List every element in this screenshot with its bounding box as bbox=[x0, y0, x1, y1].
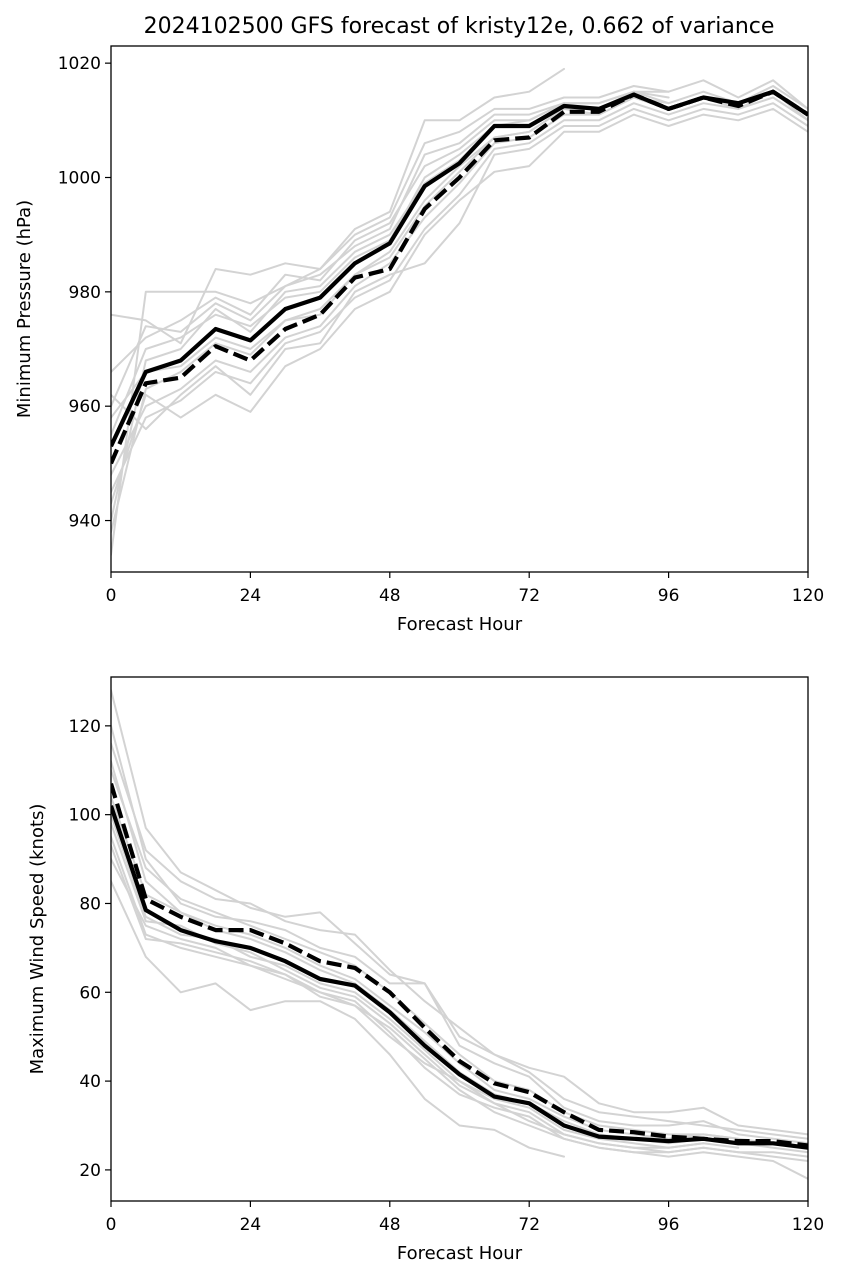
pressure-x-axis-label: Forecast Hour bbox=[397, 614, 523, 635]
pressure-member-line bbox=[111, 67, 565, 556]
wind-x-tick-label: 0 bbox=[106, 1215, 117, 1235]
wind-member-line bbox=[111, 724, 808, 1145]
pressure-x-tick-label: 72 bbox=[518, 586, 540, 606]
wind-member-line bbox=[111, 822, 740, 1149]
wind-member-line bbox=[111, 858, 808, 1158]
chart-title: 2024102500 GFS forecast of kristy12e, 0.… bbox=[144, 14, 775, 39]
pressure-member-line bbox=[111, 102, 565, 408]
wind-member-line bbox=[111, 813, 705, 1149]
wind-y-tick-label: 60 bbox=[79, 983, 101, 1003]
wind-y-tick-label: 100 bbox=[69, 806, 101, 826]
wind-member-line bbox=[111, 844, 808, 1162]
wind-dashed-mean-line bbox=[111, 782, 808, 1148]
pressure-member-line bbox=[111, 85, 808, 373]
wind-y-tick-label: 20 bbox=[79, 1161, 101, 1181]
wind-member-line bbox=[111, 880, 565, 1158]
pressure-y-tick-label: 980 bbox=[69, 283, 101, 303]
wind-x-axis-label: Forecast Hour bbox=[397, 1243, 523, 1264]
wind-member-line bbox=[111, 742, 808, 1140]
wind-x-tick-label: 24 bbox=[240, 1215, 262, 1235]
pressure-y-tick-label: 1020 bbox=[58, 54, 101, 74]
pressure-member-line bbox=[111, 96, 808, 493]
pressure-dashed-mean-line bbox=[111, 89, 808, 465]
wind-member-line bbox=[111, 795, 808, 1154]
pressure-panel: 0 24 48 72 96 120 940 960 980 1000 1020 Forecast Ho… bbox=[14, 45, 824, 635]
wind-member-line bbox=[111, 689, 808, 1136]
wind-x-tick-label: 96 bbox=[658, 1215, 680, 1235]
pressure-x-tick-label: 96 bbox=[658, 586, 680, 606]
wind-plot-frame bbox=[110, 676, 809, 1202]
pressure-member-line bbox=[111, 79, 808, 345]
wind-x-tick-label: 72 bbox=[518, 1215, 540, 1235]
pressure-x-tick-label: 0 bbox=[106, 586, 117, 606]
wind-y-axis-label: Maximum Wind Speed (knots) bbox=[27, 804, 48, 1075]
wind-solid-mean-line bbox=[111, 805, 808, 1150]
pressure-y-tick-label: 940 bbox=[69, 512, 101, 532]
pressure-series-group bbox=[111, 67, 808, 556]
pressure-x-tick-label: 48 bbox=[379, 586, 401, 606]
pressure-plot-frame bbox=[110, 45, 809, 573]
wind-y-tick-label: 80 bbox=[79, 894, 101, 914]
wind-member-line bbox=[111, 769, 740, 1140]
wind-series-group bbox=[111, 689, 808, 1180]
pressure-x-tick-label: 120 bbox=[792, 586, 824, 606]
wind-member-line bbox=[111, 835, 808, 1180]
pressure-y-tick-label: 960 bbox=[69, 397, 101, 417]
wind-y-tick-label: 120 bbox=[69, 717, 101, 737]
pressure-member-line bbox=[111, 107, 808, 505]
wind-panel: 0 24 48 72 96 120 20 40 60 80 100 120 Forecast Hour M… bbox=[27, 676, 824, 1264]
wind-y-tick-label: 40 bbox=[79, 1072, 101, 1092]
pressure-member-line bbox=[111, 90, 670, 522]
pressure-y-tick-label: 1000 bbox=[58, 169, 101, 189]
wind-x-tick-label: 120 bbox=[792, 1215, 824, 1235]
pressure-member-line bbox=[111, 90, 670, 419]
wind-x-tick-label: 48 bbox=[379, 1215, 401, 1235]
pressure-y-axis-label: Minimum Pressure (hPa) bbox=[14, 200, 35, 418]
pressure-member-line bbox=[111, 102, 808, 431]
pressure-x-tick-label: 24 bbox=[240, 586, 262, 606]
